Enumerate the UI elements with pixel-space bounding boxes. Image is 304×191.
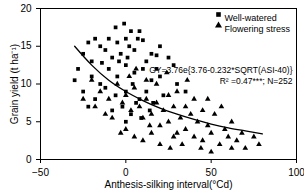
svg-text:Grain yield (t ha⁻¹): Grain yield (t ha⁻¹)	[9, 44, 20, 124]
svg-text:GY=3.76e{3.76-0.232*SQRT(ASI-4: GY=3.76e{3.76-0.232*SQRT(ASI-40)}	[149, 65, 292, 75]
svg-text:0: 0	[123, 167, 129, 178]
svg-text:100: 100	[288, 167, 304, 178]
svg-text:15: 15	[20, 40, 32, 51]
svg-text:20: 20	[20, 3, 32, 14]
svg-text:R² =0.47***; N=252: R² =0.47***; N=252	[220, 76, 293, 86]
svg-text:0: 0	[26, 154, 32, 165]
svg-text:5: 5	[26, 116, 32, 127]
svg-text:10: 10	[20, 78, 32, 89]
svg-text:Anthesis-silking interval(°Cd): Anthesis-silking interval(°Cd)	[105, 179, 233, 190]
svg-text:−50: −50	[32, 167, 49, 178]
svg-text:Flowering stress: Flowering stress	[225, 24, 291, 34]
svg-text:50: 50	[206, 167, 218, 178]
svg-text:Well-watered: Well-watered	[225, 13, 277, 23]
